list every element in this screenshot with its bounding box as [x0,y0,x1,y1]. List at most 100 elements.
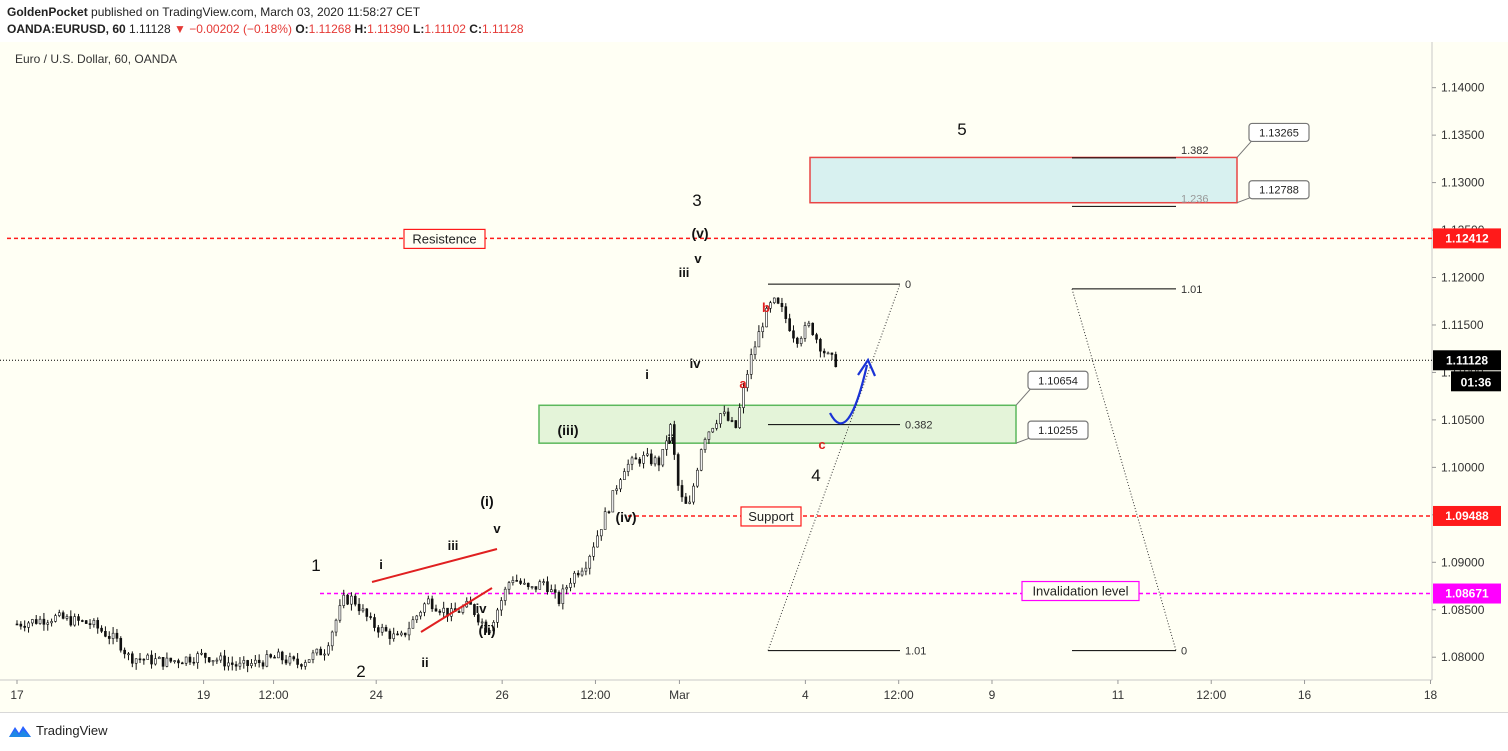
price-callout[interactable] [1248,180,1310,200]
candle-body [296,658,299,665]
price-callout[interactable] [1027,370,1089,390]
wave-label: (i) [480,493,493,509]
candle-body [400,632,403,636]
author-name[interactable]: GoldenPocket [7,5,88,19]
candle-body [69,616,73,626]
low-label: L: [413,22,425,36]
wave-label: b [762,300,770,315]
candle-body [826,352,830,355]
candle-body [127,653,130,656]
resistance-label-box[interactable] [403,228,486,250]
candle-body [57,612,61,616]
candle-body [265,654,269,667]
candle-body [207,657,211,663]
candle-body [834,354,838,368]
candle-body [138,658,142,661]
wave-label: v [694,251,702,266]
candle-body [811,322,814,335]
candle-body [54,615,57,622]
candle-body [369,616,372,618]
candle-body [61,612,65,619]
candle-body [646,453,649,456]
candle-body [392,633,396,639]
candle-body [46,622,50,625]
candle-body [634,457,638,460]
price-callout[interactable] [1027,420,1089,440]
candle-body [350,595,353,605]
candle-body [84,620,88,624]
candle-body [196,653,199,663]
candle-body [749,354,753,375]
candle-body [384,627,388,632]
candle-body [534,586,538,590]
candle-body [107,636,111,639]
candle-body [538,581,542,590]
target-zone[interactable] [809,156,1238,204]
candle-body [111,632,115,639]
plot-area[interactable] [0,42,1432,680]
candle-body [250,663,253,666]
y-tick-label: 1.14000 [1441,81,1485,95]
price-callout-label: 1.10654 [1038,375,1078,387]
candle-body [626,463,630,472]
diagonal-upper-line[interactable] [371,548,498,583]
candle-body [476,614,480,623]
candle-body [269,654,273,658]
arrow-head-icon [857,357,877,377]
candle-body [576,572,580,576]
wave-label: i [645,367,649,382]
candle-body [192,661,196,664]
candle-body [507,582,511,590]
invalidation-label-box[interactable] [1021,580,1140,602]
candle-body [338,605,342,621]
diagonal-lower-line[interactable] [420,587,493,633]
tradingview-text: TradingView [36,723,108,738]
wave-label: 3 [692,191,701,210]
wave-label: v [493,521,501,536]
candle-body [807,322,811,326]
invalidation-price-value: 1.08671 [1445,587,1489,601]
symbol-label: OANDA:EURUSD, 60 [7,22,126,36]
wave-label: (iv) [616,509,637,525]
tradingview-logo-icon [9,725,31,737]
candle-body [673,424,676,455]
x-tick-label: 26 [495,688,509,702]
candle-body [353,595,357,605]
candle-body [442,607,445,613]
candle-body [280,651,284,661]
wave-label: ii [421,655,428,670]
price-callout[interactable] [1248,122,1310,143]
candle-body [261,662,265,667]
price-chart[interactable]: 1.140001.135001.130001.125001.120001.115… [0,42,1508,712]
x-tick-label: 11 [1112,688,1125,702]
candle-body [200,652,203,655]
candle-body [684,496,688,504]
candle-body [230,662,234,665]
candle-body [292,656,296,660]
candle-body [154,658,157,665]
candle-body [161,657,165,667]
close-label: C: [469,22,482,36]
projection-arrow[interactable] [829,364,869,425]
tradingview-brand[interactable]: TradingView [8,723,108,738]
candle-body [142,658,146,661]
candle-body [377,627,380,633]
candle-body [665,440,668,450]
wave-label: iii [679,265,690,280]
candle-body [215,659,219,662]
candle-body [42,618,46,625]
candle-body [550,589,553,593]
candle-body [496,609,499,623]
candle-body [19,623,23,627]
candle-body [742,387,745,408]
support-label-box[interactable] [740,506,802,527]
candle-body [357,603,361,612]
candle-body [707,431,711,440]
candle-body [596,535,599,548]
candle-body [619,479,622,490]
candle-body [784,306,788,319]
price-callout-label: 1.10255 [1038,425,1078,437]
candle-body [115,632,119,639]
x-tick-label: Mar [669,688,690,702]
x-tick-label: 17 [10,688,24,702]
